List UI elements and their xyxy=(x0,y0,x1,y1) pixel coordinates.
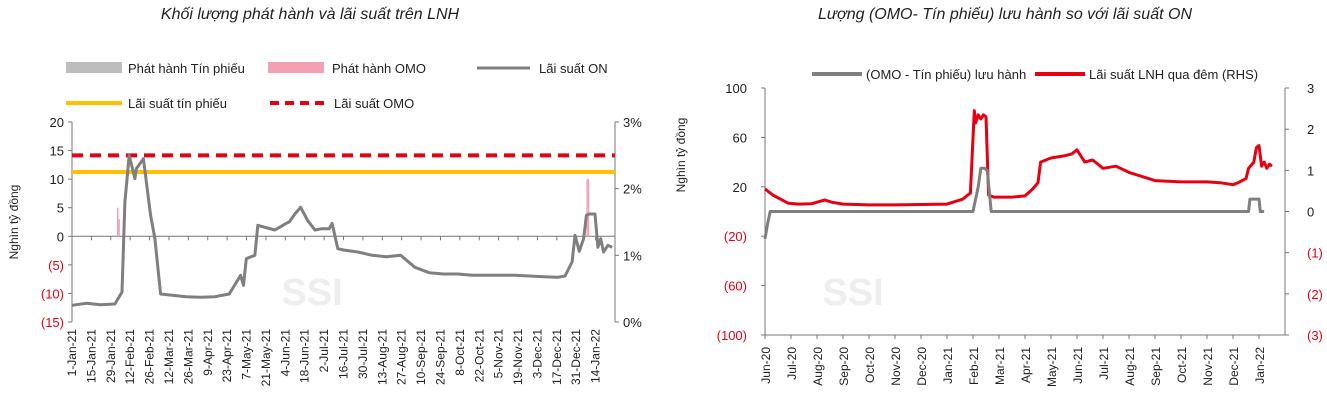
legend-label: (OMO - Tín phiếu) lưu hành xyxy=(866,67,1026,82)
x-tick-label: May-21 xyxy=(1045,347,1059,387)
legend-label: Phát hành OMO xyxy=(332,61,426,76)
x-tick-label: Aug-21 xyxy=(1123,347,1137,386)
legend-label: Phát hành Tín phiếu xyxy=(128,61,245,76)
y-tick-label: 20 xyxy=(733,180,747,195)
y-tick-label: 15 xyxy=(50,144,64,159)
y-tick-label: (5) xyxy=(48,258,64,273)
omo-issuance-bar xyxy=(117,207,119,237)
x-tick-label: 13-Aug-21 xyxy=(375,329,389,385)
x-tick-label: Feb-21 xyxy=(967,347,981,385)
x-tick-label: 7-May-21 xyxy=(240,329,254,380)
x-tick-label: Dec-20 xyxy=(915,347,929,386)
y-axis-title: Nghìn tỷ đồng xyxy=(7,185,21,260)
x-tick-label: Mar-21 xyxy=(993,347,1007,385)
x-tick-label: 15-Jan-21 xyxy=(84,329,98,383)
y-tick-label: (20) xyxy=(724,229,747,244)
x-tick-label: Oct-21 xyxy=(1175,347,1189,383)
x-tick-label: 14-Jan-22 xyxy=(589,329,603,383)
y-tick-label: (15) xyxy=(41,315,64,330)
x-tick-label: Aug-20 xyxy=(811,347,825,386)
x-tick-label: 12-Feb-21 xyxy=(123,329,137,385)
watermark-ssi-right: SSI xyxy=(822,272,883,314)
y-tick-label: 100 xyxy=(725,81,747,96)
x-tick-label: Nov-21 xyxy=(1201,347,1215,386)
x-tick-label: Jul-20 xyxy=(785,347,799,380)
x-tick-label: 19-Nov-21 xyxy=(511,329,525,385)
y2-tick-label: 1% xyxy=(623,248,642,263)
x-tick-label: 9-Apr-21 xyxy=(201,329,215,376)
x-tick-label: Dec-21 xyxy=(1227,347,1241,386)
x-tick-label: 21-May-21 xyxy=(259,329,273,387)
omo-issuance-bar xyxy=(118,219,120,237)
x-tick-label: Nov-20 xyxy=(889,347,903,386)
legend-label: Lãi suất ON xyxy=(539,61,608,76)
x-tick-label: 23-Apr-21 xyxy=(220,329,234,383)
y-tick-label: 5 xyxy=(57,201,64,216)
legend-label: Lãi suất OMO xyxy=(334,96,414,111)
x-tick-label: 31-Dec-21 xyxy=(569,329,583,385)
x-tick-label: 27-Aug-21 xyxy=(395,329,409,385)
x-tick-label: 24-Sep-21 xyxy=(433,329,447,385)
y-tick-label: 20 xyxy=(50,115,64,130)
x-tick-label: 8-Oct-21 xyxy=(453,329,467,376)
x-tick-label: 4-Jun-21 xyxy=(278,329,292,377)
y2-tick-label: 0 xyxy=(1307,205,1314,220)
x-tick-label: Sep-21 xyxy=(1149,347,1163,386)
x-tick-label: 22-Oct-21 xyxy=(472,329,486,383)
y2-tick-label: 2% xyxy=(623,182,642,197)
x-tick-label: 26-Feb-21 xyxy=(143,329,157,385)
x-tick-label: 1-Jan-21 xyxy=(65,329,79,377)
y2-tick-label: 2 xyxy=(1307,122,1314,137)
legend-label: Lãi suất LNH qua đêm (RHS) xyxy=(1089,67,1258,82)
legend-label: Lãi suất tín phiếu xyxy=(128,96,227,111)
x-tick-label: 2-Jul-21 xyxy=(317,329,331,373)
x-tick-label: 3-Dec-21 xyxy=(530,329,544,379)
y-axis-title: Nghìn tỷ đồng xyxy=(674,118,688,193)
y2-tick-label: (2) xyxy=(1307,287,1323,302)
y2-tick-label: 3 xyxy=(1307,81,1314,96)
y-tick-label: 10 xyxy=(50,172,64,187)
y2-tick-label: 1 xyxy=(1307,163,1314,178)
x-tick-label: 12-Mar-21 xyxy=(162,329,176,385)
x-tick-label: Oct-20 xyxy=(863,347,877,383)
x-tick-label: Jun-20 xyxy=(759,347,773,384)
y-tick-label: (60) xyxy=(724,279,747,294)
omo-issuance-bar xyxy=(586,179,588,237)
y-tick-label: 0 xyxy=(57,229,64,244)
y2-tick-label: (3) xyxy=(1307,328,1323,343)
left-chart-title: Khối lượng phát hành và lãi suất trên LN… xyxy=(160,6,460,23)
x-tick-label: 30-Jul-21 xyxy=(356,329,370,379)
x-tick-label: 18-Jun-21 xyxy=(298,329,312,383)
y-tick-label: (10) xyxy=(41,286,64,301)
x-tick-label: 5-Nov-21 xyxy=(492,329,506,379)
x-tick-label: Jan-22 xyxy=(1253,347,1267,384)
x-tick-label: Jan-21 xyxy=(941,347,955,384)
legend-swatch-bill-issuance xyxy=(66,62,122,73)
omo-minus-bills-outstanding-line xyxy=(763,166,1265,239)
x-tick-label: 10-Sep-21 xyxy=(414,329,428,385)
interbank-overnight-rate-line xyxy=(764,109,1273,207)
omo-issuance-bar xyxy=(587,179,590,237)
y2-tick-label: 0% xyxy=(623,315,642,330)
x-tick-label: 26-Mar-21 xyxy=(181,329,195,385)
x-tick-label: 17-Dec-21 xyxy=(550,329,564,385)
watermark-ssi-left: SSI xyxy=(281,272,342,314)
y2-tick-label: 3% xyxy=(623,115,642,130)
x-tick-label: Apr-21 xyxy=(1019,347,1033,383)
on-rate-line xyxy=(71,153,613,307)
y-tick-label: (100) xyxy=(717,328,747,343)
legend-swatch-omo-issuance xyxy=(268,62,324,73)
y-tick-label: 60 xyxy=(733,130,747,145)
x-tick-label: Sep-20 xyxy=(837,347,851,386)
x-tick-label: Jun-21 xyxy=(1071,347,1085,384)
x-tick-label: Jul-21 xyxy=(1097,347,1111,380)
x-tick-label: 16-Jul-21 xyxy=(337,329,351,379)
y2-tick-label: (1) xyxy=(1307,246,1323,261)
x-tick-label: 29-Jan-21 xyxy=(104,329,118,383)
right-chart-title: Lượng (OMO- Tín phiếu) lưu hành so với l… xyxy=(818,6,1192,23)
